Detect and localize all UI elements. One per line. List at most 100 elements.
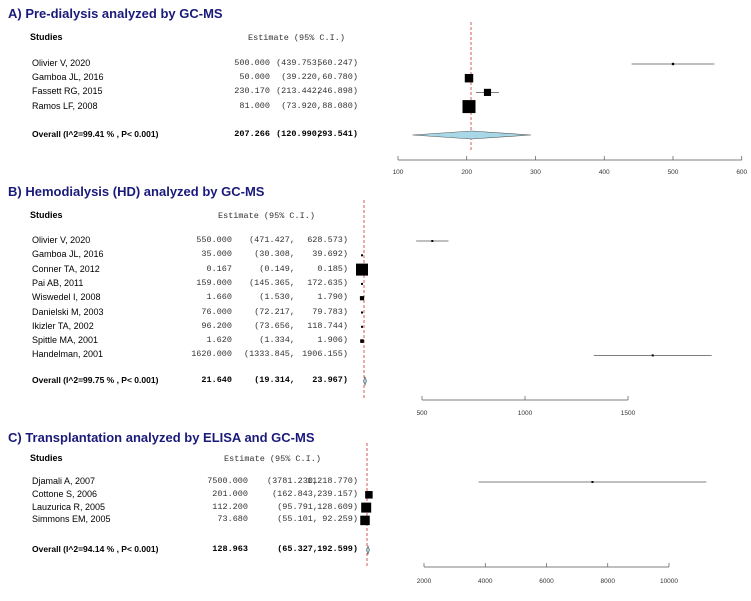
estimate-header: Estimate (95% C.I.) <box>218 211 315 221</box>
study-label: Olivier V, 2020 <box>32 235 91 245</box>
ci-lower-value: (145.365, <box>249 277 295 288</box>
estimate-value: 1.660 <box>206 292 232 303</box>
overall-label: Overall (I^2=94.14 % , P< 0.001) <box>32 544 159 554</box>
ci-lower-value: (0.149, <box>259 263 295 274</box>
overall-diamond <box>412 130 532 140</box>
estimate-header: Estimate (95% C.I.) <box>248 33 345 43</box>
x-tick-label: 10000 <box>660 578 678 585</box>
forest-plot-a: 100 200 300 400 500 600 <box>393 22 748 176</box>
point-estimate <box>361 502 372 513</box>
overall-label: Overall (I^2=99.41 % , P< 0.001) <box>32 129 159 139</box>
ci-lower-value: (73.920, <box>281 100 322 111</box>
ci-lower-value: (73.656, <box>254 320 295 331</box>
x-tick-label: 8000 <box>601 578 616 585</box>
overall-diamond <box>366 545 370 555</box>
ci-upper-value: 79.783) <box>312 306 348 317</box>
ci-lower-value: (1333.845, <box>243 349 295 360</box>
study-label: Spittle MA, 2001 <box>32 335 99 346</box>
estimate-value: 112.200 <box>212 501 248 512</box>
estimate-value: 7500.000 <box>207 476 248 486</box>
estimate-value: 201.000 <box>212 488 248 499</box>
x-tick-label: 1500 <box>621 410 636 417</box>
estimate-value: 0.167 <box>206 263 232 274</box>
x-tick-label: 500 <box>668 169 679 176</box>
study-label: Conner TA, 2012 <box>32 263 100 274</box>
study-label: Handelman, 2001 <box>32 349 104 360</box>
point-estimate <box>361 254 363 257</box>
forest-panel-b: B) Hemodialysis (HD) analyzed by GC-MS S… <box>0 178 751 426</box>
ci-upper-value: 60.780) <box>322 72 358 83</box>
point-estimate <box>361 325 363 328</box>
overall-ci-lower: (19.314, <box>254 375 295 385</box>
ci-upper-value: 118.744) <box>307 320 348 331</box>
point-estimate <box>483 88 492 96</box>
x-tick-label: 6000 <box>539 578 554 585</box>
ci-lower-value: (1.334, <box>259 335 295 346</box>
x-tick-label: 500 <box>417 410 428 417</box>
ci-upper-value: 128.609) <box>317 501 358 512</box>
point-estimate <box>360 515 370 526</box>
ci-upper-value: 239.157) <box>317 488 358 499</box>
study-label: Olivier V, 2020 <box>32 58 91 68</box>
ci-lower-value: (30.308, <box>254 249 295 260</box>
ci-upper-value: 11218.770) <box>306 476 358 486</box>
estimate-value: 76.000 <box>201 306 232 317</box>
estimate-value: 1620.000 <box>191 349 232 360</box>
study-label: Cottone S, 2006 <box>32 488 98 499</box>
panel-title: B) Hemodialysis (HD) analyzed by GC-MS <box>8 184 265 199</box>
estimate-header: Estimate (95% C.I.) <box>224 454 321 464</box>
study-label: Ramos LF, 2008 <box>32 100 98 111</box>
point-estimate <box>359 296 365 301</box>
point-estimate <box>365 491 373 499</box>
point-estimate <box>462 100 476 114</box>
point-estimate <box>651 354 654 357</box>
ci-upper-value: 1.790) <box>317 292 348 303</box>
ci-lower-value: (3781.230, <box>266 476 318 486</box>
point-estimate <box>464 73 474 83</box>
study-label: Gamboa JL, 2016 <box>32 249 104 260</box>
estimate-value: 1.620 <box>206 335 232 346</box>
estimate-value: 73.680 <box>217 514 248 525</box>
study-label: Lauzurica R, 2005 <box>32 501 106 512</box>
ci-lower-value: (72.217, <box>254 306 295 317</box>
estimate-value: 550.000 <box>196 235 232 245</box>
forest-panel-a: A) Pre-dialysis analyzed by GC-MS Studie… <box>0 0 751 178</box>
ci-upper-value: 39.692) <box>312 249 348 260</box>
ci-lower-value: (439.753, <box>276 58 322 68</box>
ci-upper-value: 0.185) <box>317 263 348 274</box>
overall-ci-upper: 23.967) <box>312 375 348 385</box>
x-tick-label: 200 <box>461 169 472 176</box>
overall-estimate: 207.266 <box>234 129 270 139</box>
point-estimate <box>591 481 594 483</box>
x-tick-label: 1000 <box>518 410 533 417</box>
ci-upper-value: 560.247) <box>317 58 358 68</box>
estimate-value: 35.000 <box>201 249 232 260</box>
study-label: Simmons EM, 2005 <box>32 514 111 525</box>
x-tick-label: 300 <box>530 169 541 176</box>
point-estimate <box>356 263 368 276</box>
point-estimate <box>361 311 363 314</box>
study-label: Djamali A, 2007 <box>32 476 96 486</box>
studies-header: Studies <box>30 210 63 220</box>
point-estimate <box>361 282 363 285</box>
studies-header: Studies <box>30 453 63 463</box>
ci-lower-value: (55.101, <box>277 514 318 525</box>
ci-upper-value: 246.898) <box>317 86 358 97</box>
x-tick-label: 400 <box>599 169 610 176</box>
point-estimate <box>431 240 434 242</box>
overall-label: Overall (I^2=99.75 % , P< 0.001) <box>32 375 159 385</box>
estimate-value: 500.000 <box>234 58 270 68</box>
ci-upper-value: 1906.155) <box>302 349 348 360</box>
point-estimate <box>360 339 364 343</box>
estimate-value: 50.000 <box>239 72 270 83</box>
ci-upper-value: 628.573) <box>307 235 348 245</box>
overall-estimate: 128.963 <box>212 544 248 554</box>
ci-lower-value: (162.843, <box>272 488 318 499</box>
ci-lower-value: (39.220, <box>281 72 322 83</box>
study-label: Pai AB, 2011 <box>32 277 84 288</box>
forest-plot-b: 500 1000 1500 <box>356 200 712 417</box>
x-tick-label: 2000 <box>417 578 432 585</box>
estimate-value: 230.170 <box>234 86 270 97</box>
studies-header: Studies <box>30 32 63 42</box>
overall-diamond <box>363 376 367 386</box>
